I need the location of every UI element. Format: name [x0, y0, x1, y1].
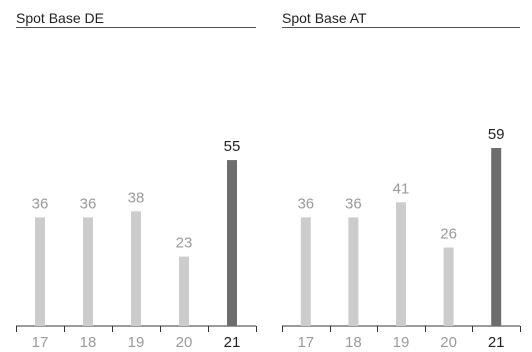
x-tick-label: 17 — [32, 334, 49, 351]
data-label: 41 — [393, 180, 410, 197]
bar-19 — [396, 202, 406, 326]
x-tick-label: 17 — [297, 334, 314, 351]
x-tick-label: 19 — [393, 334, 410, 351]
bar-21 — [227, 160, 237, 326]
bar-chart-spot-base-de: 36 17 36 18 38 19 23 20 55 21 — [16, 138, 257, 351]
data-label: 59 — [488, 126, 505, 143]
x-tick-label: 21 — [488, 334, 505, 351]
chart-panel-spot-base-at: Spot Base AT 36 17 36 18 41 19 26 20 59 21 — [282, 0, 521, 352]
bar-20 — [179, 256, 189, 326]
bar-19 — [131, 211, 141, 326]
data-label: 36 — [80, 195, 97, 212]
bar-17 — [300, 217, 311, 326]
x-tick-label: 20 — [176, 334, 193, 351]
title-rule — [16, 27, 256, 28]
data-label: 55 — [224, 138, 241, 155]
title-rule — [282, 27, 520, 28]
bar-18 — [348, 217, 359, 326]
bar-18 — [83, 217, 93, 326]
bar-chart-spot-base-at: 36 17 36 18 41 19 26 20 59 21 — [282, 126, 521, 351]
data-label: 36 — [32, 195, 49, 212]
x-tick-label: 20 — [440, 334, 457, 351]
data-label: 26 — [440, 226, 457, 243]
data-label: 36 — [345, 195, 362, 212]
chart-panel-spot-base-de: Spot Base DE 36 17 36 18 38 19 23 20 55 21 — [16, 0, 257, 352]
bar-21 — [491, 148, 502, 326]
x-tick-label: 19 — [128, 334, 145, 351]
data-label: 38 — [128, 189, 145, 206]
chart-title: Spot Base AT — [282, 10, 367, 26]
chart-title: Spot Base DE — [16, 10, 104, 26]
x-tick-label: 18 — [80, 334, 97, 351]
x-tick-label: 18 — [345, 334, 362, 351]
x-tick-label: 21 — [224, 334, 241, 351]
bar-17 — [35, 217, 45, 326]
data-label: 36 — [297, 195, 314, 212]
data-label: 23 — [176, 235, 193, 252]
bar-20 — [443, 247, 454, 326]
